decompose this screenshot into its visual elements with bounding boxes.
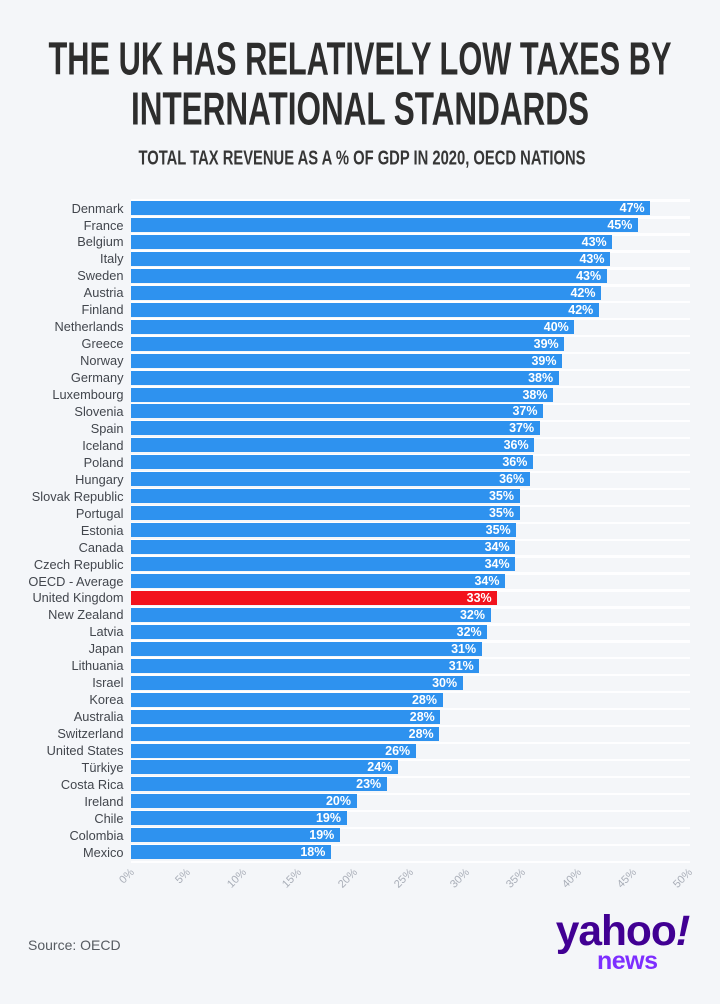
svg-text:INTERNATIONAL STANDARDS: INTERNATIONAL STANDARDS — [131, 83, 589, 135]
svg-text:THE UK HAS RELATIVELY LOW TAXE: THE UK HAS RELATIVELY LOW TAXES BY — [49, 33, 672, 85]
svg-text:TOTAL TAX REVENUE AS A % OF GD: TOTAL TAX REVENUE AS A % OF GDP IN 2020,… — [139, 148, 586, 170]
